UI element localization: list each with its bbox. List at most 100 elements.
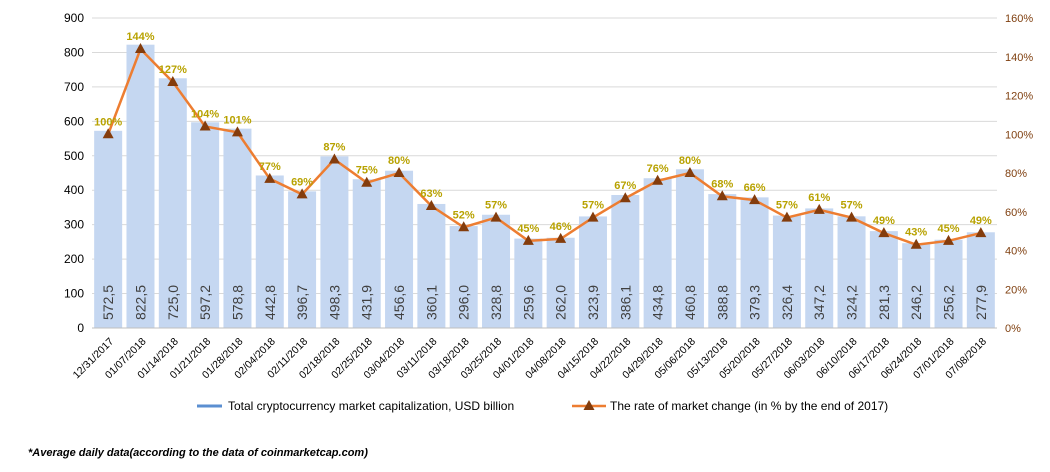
bar <box>385 170 414 328</box>
rate-marker <box>555 232 567 243</box>
bar <box>223 128 252 328</box>
bar-value-label: 324,2 <box>844 285 860 320</box>
rate-label: 77% <box>259 161 281 173</box>
rate-marker <box>846 211 858 222</box>
y-right-tick-label: 100% <box>1005 129 1033 141</box>
rate-marker <box>490 211 502 222</box>
bar <box>708 194 737 328</box>
bar-value-label: 277,9 <box>973 285 989 320</box>
bar <box>288 191 317 328</box>
rate-marker <box>425 199 437 210</box>
bar-value-label: 456,6 <box>391 285 407 320</box>
rate-label: 80% <box>679 155 701 167</box>
legend-line-label: The rate of market change (in % by the e… <box>610 399 888 413</box>
bar-value-label: 246,2 <box>908 285 924 320</box>
rate-label: 144% <box>126 31 154 43</box>
y-left-tick-label: 700 <box>64 80 84 94</box>
y-right-tick-label: 60% <box>1005 207 1027 219</box>
rate-label: 104% <box>191 109 219 121</box>
rate-label: 100% <box>94 116 122 128</box>
bar-value-label: 572,5 <box>100 285 116 320</box>
bar <box>837 216 866 328</box>
bar <box>578 216 607 328</box>
rate-marker <box>167 75 179 86</box>
rate-marker <box>587 211 599 222</box>
y-left-tick-label: 300 <box>64 218 84 232</box>
bar <box>643 178 672 328</box>
bar <box>805 208 834 328</box>
bar <box>191 122 220 328</box>
bar-value-label: 328,8 <box>488 285 504 320</box>
rate-marker <box>813 203 825 214</box>
y-left-tick-label: 400 <box>64 183 84 197</box>
rate-marker <box>943 234 955 245</box>
y-left-tick-label: 600 <box>64 114 84 128</box>
bar-value-label: 822,5 <box>132 285 148 320</box>
bar <box>869 231 898 328</box>
rate-label: 57% <box>582 200 604 212</box>
bar <box>449 226 478 328</box>
bar <box>740 197 769 328</box>
rate-label: 101% <box>223 114 251 126</box>
bar-value-label: 396,7 <box>294 285 310 320</box>
y-right-tick-label: 80% <box>1005 168 1027 180</box>
rate-marker <box>781 211 793 222</box>
footnote: *Average daily data(according to the dat… <box>28 447 368 459</box>
bar <box>611 195 640 328</box>
bar-value-label: 326,4 <box>779 285 795 320</box>
bar-value-label: 597,2 <box>197 285 213 320</box>
bar-value-label: 442,8 <box>262 285 278 320</box>
bar <box>482 214 511 328</box>
bar <box>514 238 543 328</box>
rate-line <box>106 46 982 246</box>
bar <box>352 179 381 328</box>
rate-marker <box>652 174 664 185</box>
rate-label: 80% <box>388 155 410 167</box>
bar-value-label: 379,3 <box>747 285 763 320</box>
rate-marker <box>361 176 373 187</box>
rate-marker <box>619 192 631 203</box>
bar-value-label: 259,6 <box>520 285 536 320</box>
rate-label: 66% <box>744 182 766 194</box>
rate-marker <box>231 126 243 137</box>
rate-marker <box>296 188 308 199</box>
y-right-tick-label: 120% <box>1005 91 1033 103</box>
bar-value-label: 388,8 <box>714 285 730 320</box>
bar-value-label: 296,0 <box>456 285 472 320</box>
rate-label: 52% <box>453 209 475 221</box>
rate-label: 49% <box>873 215 895 227</box>
y-left-tick-label: 500 <box>64 149 84 163</box>
rate-label: 67% <box>614 180 636 192</box>
rate-label: 68% <box>711 178 733 190</box>
rate-marker <box>264 172 276 183</box>
rate-label: 57% <box>841 200 863 212</box>
rate-marker <box>134 43 146 53</box>
rate-marker <box>393 167 405 177</box>
rate-marker <box>328 153 340 164</box>
rate-label: 43% <box>905 227 927 239</box>
rate-label: 127% <box>159 64 187 76</box>
rate-label: 75% <box>356 165 378 177</box>
rate-marker <box>102 128 114 139</box>
bar <box>320 156 349 328</box>
y-right-tick-label: 20% <box>1005 284 1027 296</box>
bar-value-label: 347,2 <box>811 285 827 320</box>
bar <box>546 237 575 328</box>
bar-value-label: 498,3 <box>326 285 342 320</box>
legend-line-marker <box>583 400 595 410</box>
rate-label: 49% <box>970 215 992 227</box>
y-right-tick-label: 160% <box>1005 13 1033 25</box>
bar-value-label: 323,9 <box>585 285 601 320</box>
rate-marker <box>878 227 890 238</box>
rate-marker <box>458 221 470 232</box>
rate-marker <box>749 194 761 205</box>
bar <box>255 175 284 328</box>
y-left-tick-label: 100 <box>64 287 84 301</box>
rate-marker <box>910 238 922 249</box>
bar <box>902 243 931 328</box>
legend-bar-label: Total cryptocurrency market capitalizati… <box>228 399 514 413</box>
bar-value-label: 256,2 <box>941 285 957 320</box>
bar-value-label: 262,0 <box>553 285 569 320</box>
rate-marker <box>684 167 696 177</box>
bar <box>934 239 963 328</box>
